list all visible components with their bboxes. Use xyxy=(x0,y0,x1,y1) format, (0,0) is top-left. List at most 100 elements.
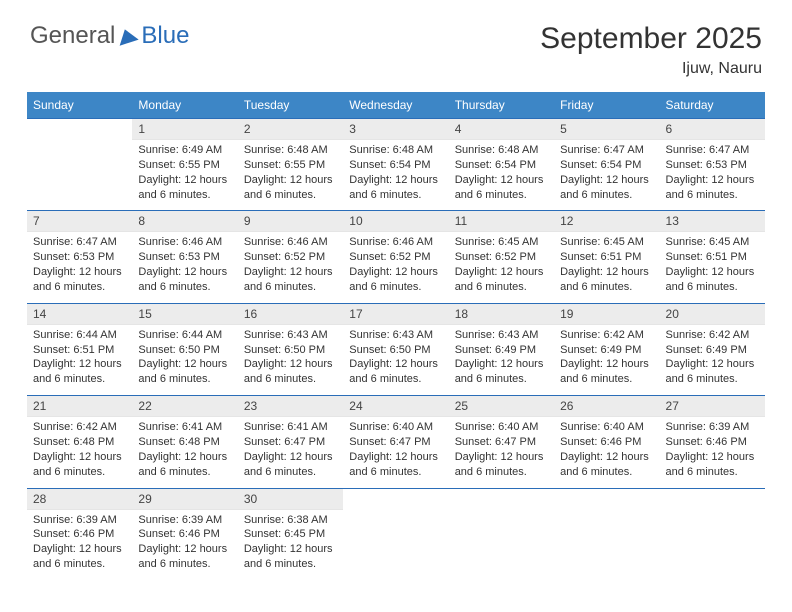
day-details: Sunrise: 6:47 AMSunset: 6:53 PMDaylight:… xyxy=(660,140,765,210)
day-details: Sunrise: 6:40 AMSunset: 6:47 PMDaylight:… xyxy=(449,417,554,487)
daylight-text: Daylight: 12 hours and 6 minutes. xyxy=(138,542,231,572)
sunrise-text: Sunrise: 6:46 AM xyxy=(349,235,442,250)
sunset-text: Sunset: 6:50 PM xyxy=(349,343,442,358)
day-number: 27 xyxy=(660,396,765,417)
sunrise-text: Sunrise: 6:49 AM xyxy=(138,143,231,158)
sunset-text: Sunset: 6:53 PM xyxy=(138,250,231,265)
month-title: September 2025 xyxy=(540,22,762,56)
sunset-text: Sunset: 6:46 PM xyxy=(138,527,231,542)
day-cell: 28Sunrise: 6:39 AMSunset: 6:46 PMDayligh… xyxy=(27,488,132,580)
sunset-text: Sunset: 6:54 PM xyxy=(455,158,548,173)
sunset-text: Sunset: 6:51 PM xyxy=(666,250,759,265)
sunrise-text: Sunrise: 6:41 AM xyxy=(244,420,337,435)
sunset-text: Sunset: 6:47 PM xyxy=(455,435,548,450)
daylight-text: Daylight: 12 hours and 6 minutes. xyxy=(560,450,653,480)
day-number: 29 xyxy=(132,489,237,510)
sunrise-text: Sunrise: 6:46 AM xyxy=(244,235,337,250)
day-cell: 2Sunrise: 6:48 AMSunset: 6:55 PMDaylight… xyxy=(238,119,343,211)
daylight-text: Daylight: 12 hours and 6 minutes. xyxy=(666,173,759,203)
daylight-text: Daylight: 12 hours and 6 minutes. xyxy=(349,357,442,387)
day-details: Sunrise: 6:40 AMSunset: 6:46 PMDaylight:… xyxy=(554,417,659,487)
sunrise-text: Sunrise: 6:39 AM xyxy=(33,513,126,528)
day-details: Sunrise: 6:49 AMSunset: 6:55 PMDaylight:… xyxy=(132,140,237,210)
sunset-text: Sunset: 6:53 PM xyxy=(33,250,126,265)
sunrise-text: Sunrise: 6:47 AM xyxy=(560,143,653,158)
header: General Blue September 2025 Ijuw, Nauru xyxy=(0,0,792,78)
sunrise-text: Sunrise: 6:38 AM xyxy=(244,513,337,528)
daylight-text: Daylight: 12 hours and 6 minutes. xyxy=(455,265,548,295)
day-number: 10 xyxy=(343,211,448,232)
sunset-text: Sunset: 6:48 PM xyxy=(33,435,126,450)
daylight-text: Daylight: 12 hours and 6 minutes. xyxy=(560,357,653,387)
daylight-text: Daylight: 12 hours and 6 minutes. xyxy=(138,450,231,480)
day-cell: 16Sunrise: 6:43 AMSunset: 6:50 PMDayligh… xyxy=(238,303,343,395)
daylight-text: Daylight: 12 hours and 6 minutes. xyxy=(349,173,442,203)
day-cell: 4Sunrise: 6:48 AMSunset: 6:54 PMDaylight… xyxy=(449,119,554,211)
sunrise-text: Sunrise: 6:39 AM xyxy=(138,513,231,528)
day-number: 2 xyxy=(238,119,343,140)
day-number: 15 xyxy=(132,304,237,325)
sunset-text: Sunset: 6:51 PM xyxy=(33,343,126,358)
day-number: 26 xyxy=(554,396,659,417)
sunrise-text: Sunrise: 6:40 AM xyxy=(349,420,442,435)
day-cell: 29Sunrise: 6:39 AMSunset: 6:46 PMDayligh… xyxy=(132,488,237,580)
weekday-sunday: Sunday xyxy=(27,92,132,119)
sunset-text: Sunset: 6:47 PM xyxy=(349,435,442,450)
sunset-text: Sunset: 6:55 PM xyxy=(138,158,231,173)
day-cell: 6Sunrise: 6:47 AMSunset: 6:53 PMDaylight… xyxy=(660,119,765,211)
daylight-text: Daylight: 12 hours and 6 minutes. xyxy=(244,357,337,387)
day-number: 16 xyxy=(238,304,343,325)
day-number: 21 xyxy=(27,396,132,417)
day-details: Sunrise: 6:48 AMSunset: 6:54 PMDaylight:… xyxy=(343,140,448,210)
day-number: 3 xyxy=(343,119,448,140)
sunrise-text: Sunrise: 6:43 AM xyxy=(455,328,548,343)
calendar-head: SundayMondayTuesdayWednesdayThursdayFrid… xyxy=(27,92,765,119)
day-number: 8 xyxy=(132,211,237,232)
daylight-text: Daylight: 12 hours and 6 minutes. xyxy=(560,265,653,295)
daylight-text: Daylight: 12 hours and 6 minutes. xyxy=(666,450,759,480)
sunrise-text: Sunrise: 6:41 AM xyxy=(138,420,231,435)
day-cell: 25Sunrise: 6:40 AMSunset: 6:47 PMDayligh… xyxy=(449,396,554,488)
sunrise-text: Sunrise: 6:44 AM xyxy=(138,328,231,343)
day-number: 5 xyxy=(554,119,659,140)
brand-part1: General xyxy=(30,22,115,50)
sunset-text: Sunset: 6:48 PM xyxy=(138,435,231,450)
day-cell: 24Sunrise: 6:40 AMSunset: 6:47 PMDayligh… xyxy=(343,396,448,488)
day-cell: 22Sunrise: 6:41 AMSunset: 6:48 PMDayligh… xyxy=(132,396,237,488)
sunset-text: Sunset: 6:50 PM xyxy=(244,343,337,358)
sunset-text: Sunset: 6:49 PM xyxy=(560,343,653,358)
location-title: Ijuw, Nauru xyxy=(540,60,762,78)
daylight-text: Daylight: 12 hours and 6 minutes. xyxy=(244,265,337,295)
daylight-text: Daylight: 12 hours and 6 minutes. xyxy=(349,265,442,295)
sunset-text: Sunset: 6:49 PM xyxy=(666,343,759,358)
daylight-text: Daylight: 12 hours and 6 minutes. xyxy=(33,542,126,572)
calendar-body: ..1Sunrise: 6:49 AMSunset: 6:55 PMDaylig… xyxy=(27,119,765,580)
brand-part2: Blue xyxy=(141,22,189,50)
day-number: 23 xyxy=(238,396,343,417)
day-details: Sunrise: 6:39 AMSunset: 6:46 PMDaylight:… xyxy=(132,510,237,580)
daylight-text: Daylight: 12 hours and 6 minutes. xyxy=(244,450,337,480)
day-details: Sunrise: 6:43 AMSunset: 6:50 PMDaylight:… xyxy=(238,325,343,395)
weekday-friday: Friday xyxy=(554,92,659,119)
day-details: Sunrise: 6:39 AMSunset: 6:46 PMDaylight:… xyxy=(27,510,132,580)
sunrise-text: Sunrise: 6:42 AM xyxy=(560,328,653,343)
daylight-text: Daylight: 12 hours and 6 minutes. xyxy=(560,173,653,203)
day-details: Sunrise: 6:45 AMSunset: 6:51 PMDaylight:… xyxy=(660,232,765,302)
sunset-text: Sunset: 6:46 PM xyxy=(666,435,759,450)
sunset-text: Sunset: 6:51 PM xyxy=(560,250,653,265)
day-number: 24 xyxy=(343,396,448,417)
day-details: Sunrise: 6:45 AMSunset: 6:51 PMDaylight:… xyxy=(554,232,659,302)
triangle-icon xyxy=(116,26,139,45)
day-details: Sunrise: 6:41 AMSunset: 6:47 PMDaylight:… xyxy=(238,417,343,487)
day-cell: 10Sunrise: 6:46 AMSunset: 6:52 PMDayligh… xyxy=(343,211,448,303)
sunset-text: Sunset: 6:54 PM xyxy=(349,158,442,173)
sunrise-text: Sunrise: 6:45 AM xyxy=(455,235,548,250)
sunrise-text: Sunrise: 6:40 AM xyxy=(560,420,653,435)
day-details: Sunrise: 6:46 AMSunset: 6:53 PMDaylight:… xyxy=(132,232,237,302)
day-details: Sunrise: 6:43 AMSunset: 6:50 PMDaylight:… xyxy=(343,325,448,395)
day-details: Sunrise: 6:40 AMSunset: 6:47 PMDaylight:… xyxy=(343,417,448,487)
day-number: 14 xyxy=(27,304,132,325)
sunrise-text: Sunrise: 6:42 AM xyxy=(33,420,126,435)
day-details: Sunrise: 6:47 AMSunset: 6:53 PMDaylight:… xyxy=(27,232,132,302)
daylight-text: Daylight: 12 hours and 6 minutes. xyxy=(666,265,759,295)
